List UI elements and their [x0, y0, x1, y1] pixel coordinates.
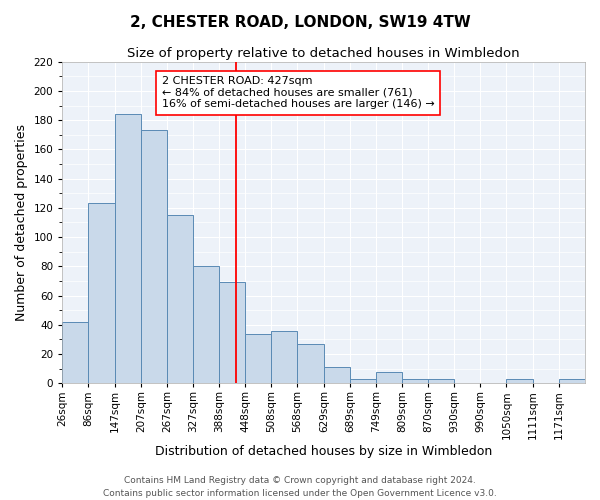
- Bar: [88, 204, 115, 383]
- Bar: [193, 266, 220, 383]
- Bar: [402, 379, 428, 383]
- Text: Contains HM Land Registry data © Crown copyright and database right 2024.
Contai: Contains HM Land Registry data © Crown c…: [103, 476, 497, 498]
- Y-axis label: Number of detached properties: Number of detached properties: [15, 124, 28, 321]
- Bar: [324, 367, 350, 383]
- Bar: [245, 334, 271, 383]
- Bar: [115, 114, 141, 383]
- Bar: [506, 379, 533, 383]
- Bar: [271, 330, 298, 383]
- X-axis label: Distribution of detached houses by size in Wimbledon: Distribution of detached houses by size …: [155, 444, 492, 458]
- Bar: [220, 282, 245, 383]
- Bar: [167, 215, 193, 383]
- Bar: [350, 379, 376, 383]
- Title: Size of property relative to detached houses in Wimbledon: Size of property relative to detached ho…: [127, 48, 520, 60]
- Bar: [62, 322, 88, 383]
- Bar: [428, 379, 454, 383]
- Bar: [559, 379, 585, 383]
- Text: 2, CHESTER ROAD, LONDON, SW19 4TW: 2, CHESTER ROAD, LONDON, SW19 4TW: [130, 15, 470, 30]
- Bar: [141, 130, 167, 383]
- Bar: [298, 344, 324, 383]
- Bar: [376, 372, 402, 383]
- Text: 2 CHESTER ROAD: 427sqm
← 84% of detached houses are smaller (761)
16% of semi-de: 2 CHESTER ROAD: 427sqm ← 84% of detached…: [161, 76, 434, 110]
